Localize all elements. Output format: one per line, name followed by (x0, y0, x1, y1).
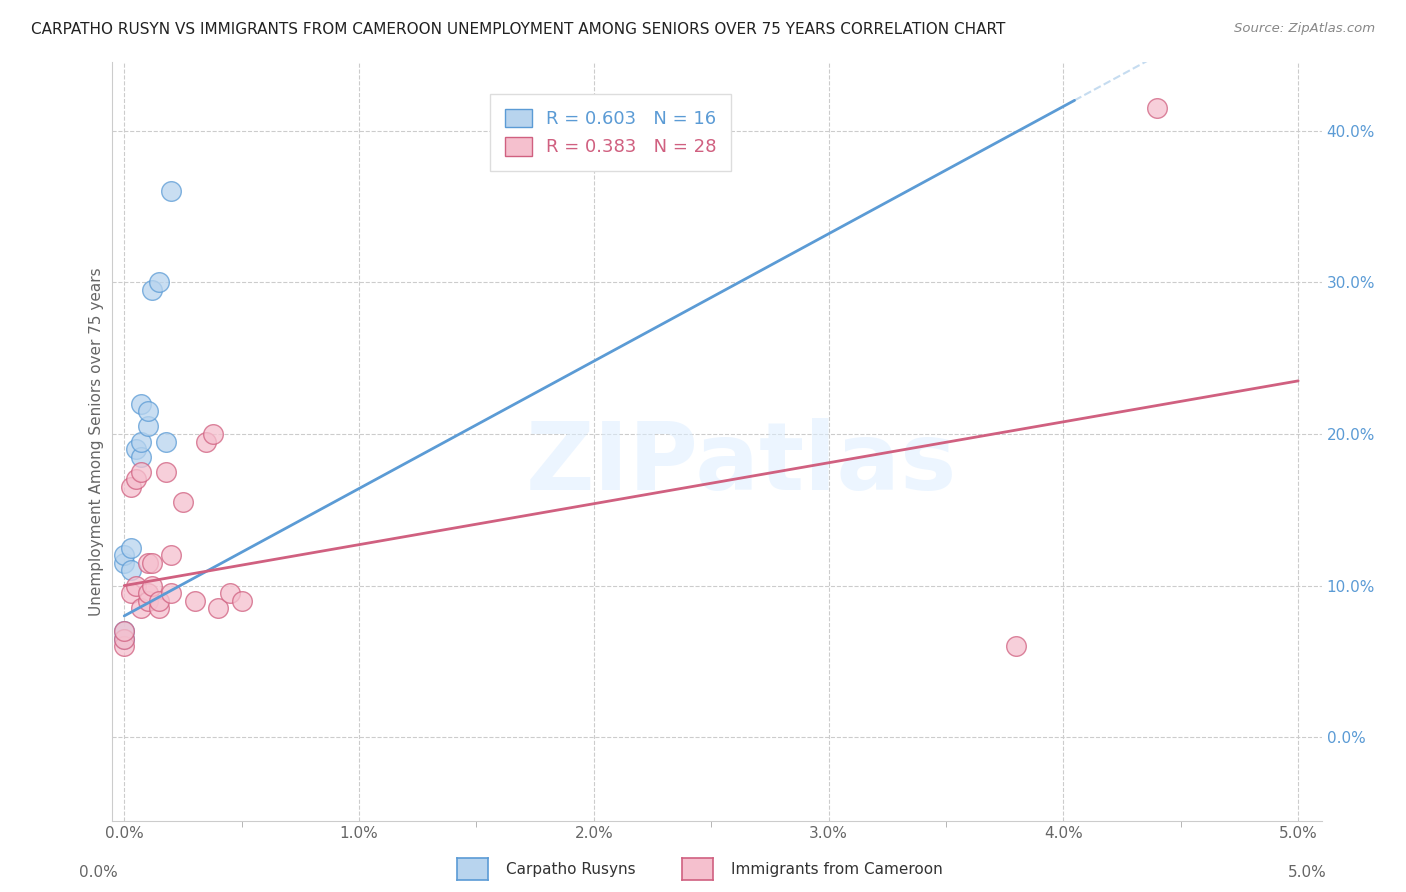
Point (112, 624, 135, 639)
Text: Immigrants from Cameroon: Immigrants from Cameroon (731, 863, 943, 877)
Point (136, 404, 159, 418)
Point (1005, 639, 1028, 653)
Point (136, 586, 159, 600)
Legend: R = 0.603   N = 16, R = 0.383   N = 28: R = 0.603 N = 16, R = 0.383 N = 28 (491, 95, 731, 171)
Point (160, 586, 183, 600)
Point (1146, 101, 1168, 115)
Point (141, 556, 163, 570)
Point (112, 639, 135, 653)
Point (148, 275, 170, 289)
Point (129, 434, 152, 449)
Point (120, 586, 142, 600)
Text: Carpatho Rusyns: Carpatho Rusyns (506, 863, 636, 877)
Point (155, 465, 177, 479)
Text: Source: ZipAtlas.com: Source: ZipAtlas.com (1234, 22, 1375, 36)
Point (120, 541, 142, 555)
Point (136, 594, 159, 608)
Point (129, 601, 152, 615)
Point (160, 185, 183, 199)
Point (231, 594, 253, 608)
Point (155, 434, 177, 449)
Point (112, 624, 135, 639)
Point (195, 434, 218, 449)
Point (112, 556, 135, 570)
Point (160, 548, 183, 563)
Point (125, 579, 148, 593)
Point (141, 579, 163, 593)
Point (136, 556, 159, 570)
Point (148, 601, 170, 615)
Text: CARPATHO RUSYN VS IMMIGRANTS FROM CAMEROON UNEMPLOYMENT AMONG SENIORS OVER 75 YE: CARPATHO RUSYN VS IMMIGRANTS FROM CAMERO… (31, 22, 1005, 37)
Text: 0.0%: 0.0% (79, 865, 118, 880)
Point (129, 450, 152, 464)
Point (136, 419, 159, 434)
Point (129, 465, 152, 479)
Point (112, 632, 135, 646)
Point (172, 495, 194, 509)
Point (120, 564, 142, 578)
Point (120, 480, 142, 494)
Y-axis label: Unemployment Among Seniors over 75 years: Unemployment Among Seniors over 75 years (89, 268, 104, 615)
Point (141, 283, 163, 297)
Point (148, 594, 170, 608)
Point (112, 632, 135, 646)
Text: 5.0%: 5.0% (1288, 865, 1327, 880)
Point (183, 594, 205, 608)
Point (207, 601, 229, 615)
Text: ZIPatlas: ZIPatlas (526, 418, 957, 510)
Point (202, 426, 225, 441)
Point (129, 396, 152, 410)
Point (218, 586, 240, 600)
Point (125, 442, 148, 456)
Point (112, 548, 135, 563)
Point (125, 473, 148, 487)
